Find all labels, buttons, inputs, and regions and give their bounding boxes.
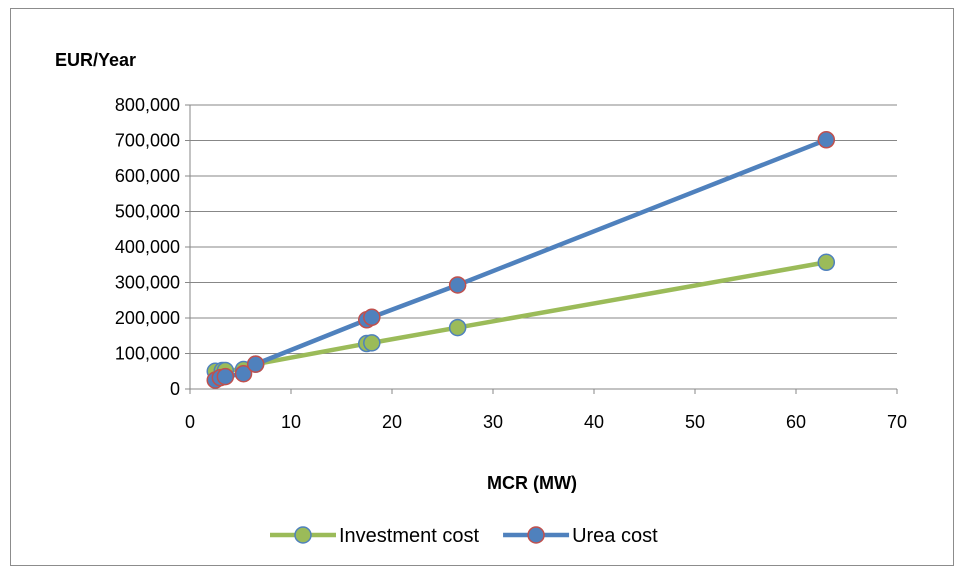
y-tick-label: 0 xyxy=(170,379,180,399)
data-point xyxy=(363,308,381,327)
data-point xyxy=(448,318,467,337)
data-point xyxy=(246,355,265,373)
data-point xyxy=(817,253,836,272)
data-point xyxy=(363,334,381,352)
y-tick-label: 100,000 xyxy=(115,344,180,364)
series-line xyxy=(215,260,827,374)
x-tick-label: 50 xyxy=(685,412,705,432)
x-tick-label: 70 xyxy=(887,412,907,432)
series-investment-cost xyxy=(206,253,836,380)
y-tick-label: 700,000 xyxy=(115,131,180,151)
data-point xyxy=(448,276,467,294)
x-tick-label: 60 xyxy=(786,412,806,432)
legend: Investment cost Urea cost xyxy=(270,525,658,547)
x-axis-title: MCR (MW) xyxy=(487,473,577,493)
legend-marker xyxy=(294,526,312,544)
y-tick-labels: 0 100,000 200,000 300,000 400,000 500,000 600,… xyxy=(115,95,180,399)
y-tick-label: 300,000 xyxy=(115,273,180,293)
data-point xyxy=(234,364,253,383)
y-tick-label: 200,000 xyxy=(115,308,180,328)
y-tick-label: 400,000 xyxy=(115,237,180,257)
axes xyxy=(185,104,898,394)
series xyxy=(206,131,836,389)
x-tick-label: 10 xyxy=(281,412,301,432)
data-point xyxy=(216,367,235,386)
x-tick-label: 20 xyxy=(382,412,402,432)
x-tick-label: 0 xyxy=(185,412,195,432)
x-tick-label: 30 xyxy=(483,412,503,432)
y-tick-label: 600,000 xyxy=(115,166,180,186)
legend-label: Investment cost xyxy=(339,525,480,547)
legend-item-urea-cost: Urea cost xyxy=(503,525,658,547)
x-tick-label: 40 xyxy=(584,412,604,432)
legend-item-investment-cost: Investment cost xyxy=(270,525,480,547)
series-urea-cost xyxy=(206,131,836,389)
y-tick-label: 500,000 xyxy=(115,202,180,222)
data-point xyxy=(817,131,836,149)
x-tick-labels: 0 10 20 30 40 50 60 70 xyxy=(185,412,907,432)
y-axis-title: EUR/Year xyxy=(55,50,136,70)
chart-frame: 0 100,000 200,000 300,000 400,000 500,000 600,… xyxy=(10,8,954,566)
gridlines xyxy=(190,104,897,354)
legend-marker xyxy=(527,526,545,544)
y-tick-label: 800,000 xyxy=(115,95,180,115)
legend-label: Urea cost xyxy=(572,525,658,547)
chart-svg: 0 100,000 200,000 300,000 400,000 500,000 600,… xyxy=(55,50,907,547)
